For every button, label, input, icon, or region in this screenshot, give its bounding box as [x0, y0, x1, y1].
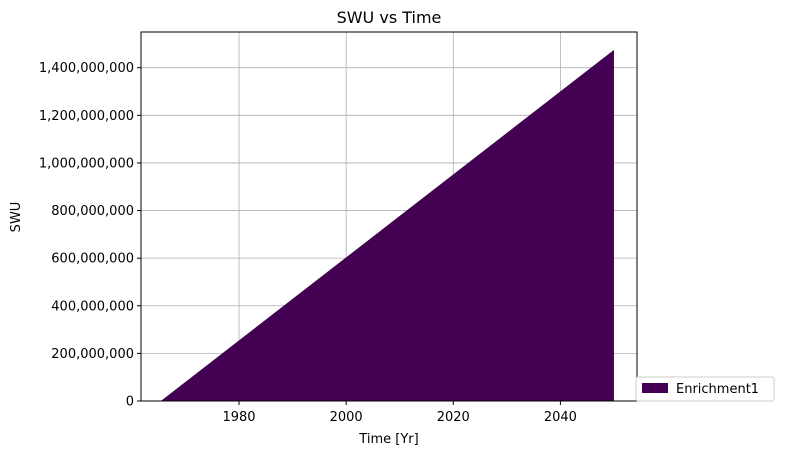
chart-title: SWU vs Time [337, 8, 442, 27]
y-tick-label: 1,200,000,000 [39, 109, 134, 124]
y-tick-label: 200,000,000 [51, 347, 134, 362]
x-axis-label: Time [Yr] [358, 432, 418, 447]
y-tick-label: 600,000,000 [51, 252, 134, 267]
y-tick-label: 1,000,000,000 [39, 156, 134, 171]
y-axis: 0 200,000,000 400,000,000 600,000,000 800,00… [39, 61, 141, 410]
axes-spines [140, 31, 638, 402]
y-tick-label: 0 [126, 395, 134, 410]
series-area-enrichment1 [160, 49, 614, 402]
legend: Enrichment1 [635, 376, 775, 402]
legend-swatch [642, 383, 668, 393]
y-tick-label: 1,400,000,000 [39, 61, 134, 76]
series-layer [160, 49, 614, 402]
y-axis-label: SWU [9, 202, 24, 233]
y-tick-label: 400,000,000 [51, 299, 134, 314]
x-tick-label: 1980 [222, 410, 255, 425]
axes-frame [140, 31, 638, 402]
x-tick-label: 2000 [330, 410, 363, 425]
x-axis: 1980 2000 2020 2040 [222, 401, 577, 425]
x-tick-label: 2020 [437, 410, 470, 425]
y-tick-label: 800,000,000 [51, 204, 134, 219]
x-tick-label: 2040 [544, 410, 577, 425]
legend-label: Enrichment1 [676, 382, 759, 397]
